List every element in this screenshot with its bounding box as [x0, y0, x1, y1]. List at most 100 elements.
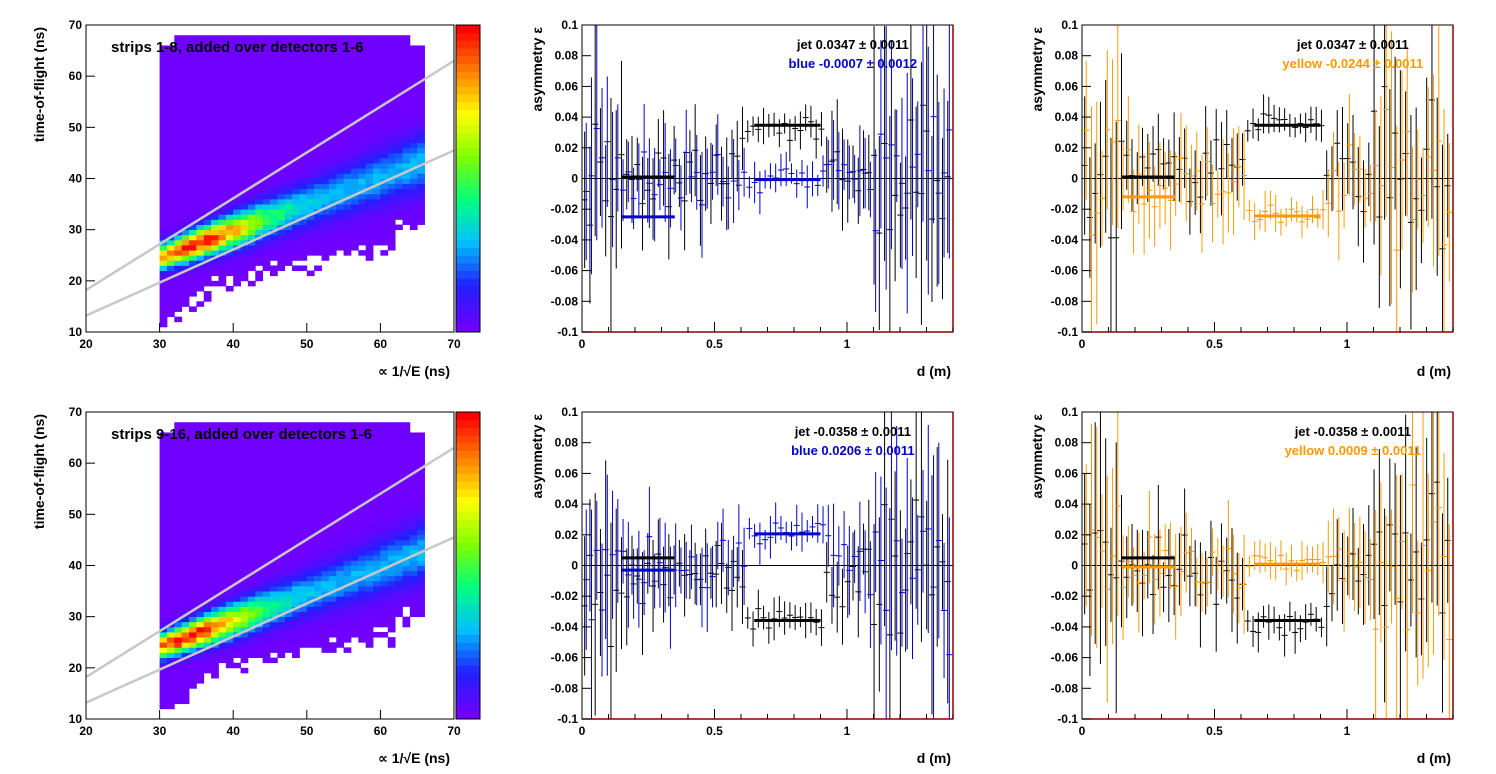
heatmap-cell — [218, 183, 227, 190]
heatmap-cell — [343, 193, 352, 200]
heatmap-cell — [270, 250, 278, 256]
heatmap-cell — [189, 601, 197, 607]
heatmap-cell — [350, 106, 359, 113]
heatmap-cell — [380, 147, 389, 154]
heatmap-cell — [166, 96, 175, 103]
heatmap-cell — [189, 683, 197, 689]
heatmap-cell — [365, 611, 374, 618]
heatmap-cell — [181, 662, 190, 669]
heatmap-cell — [306, 524, 315, 531]
heatmap-cell — [203, 40, 212, 46]
heatmap-cell — [314, 55, 322, 62]
heatmap-cell — [159, 616, 168, 623]
heatmap-cell — [255, 529, 264, 536]
heatmap-cell — [196, 606, 205, 612]
heatmap-cell — [373, 519, 381, 525]
heatmap-cell — [247, 101, 256, 108]
heatmap-cell — [328, 183, 337, 190]
heatmap-cell — [336, 545, 344, 551]
heatmap-cell — [240, 463, 249, 469]
heatmap-cell — [277, 565, 286, 572]
heatmap-cell — [328, 626, 337, 633]
heatmap-cell — [328, 514, 337, 520]
heatmap-cell — [247, 463, 256, 469]
heatmap-cell — [373, 601, 381, 607]
heatmap-cell — [343, 132, 352, 138]
heatmap-cell — [314, 96, 322, 103]
heatmap-cell — [321, 550, 330, 556]
heatmap-cell — [373, 209, 381, 215]
heatmap-cell — [292, 642, 300, 648]
heatmap-cell — [343, 158, 352, 164]
heatmap-cell — [299, 71, 308, 77]
heatmap-cell — [218, 45, 227, 51]
heatmap-cell — [196, 285, 205, 292]
heatmap-cell — [181, 534, 190, 541]
heatmap-cell — [247, 652, 256, 658]
heatmap-cell — [277, 442, 286, 449]
heatmap-cell — [174, 447, 183, 454]
heatmap-cell — [262, 498, 271, 505]
heatmap-cell — [402, 219, 411, 225]
heatmap-cell — [284, 239, 293, 246]
heatmap-cell — [358, 422, 367, 428]
heatmap-cell — [233, 642, 241, 648]
heatmap-cell — [284, 498, 293, 505]
heatmap-cell — [262, 647, 271, 653]
heatmap-cell — [196, 565, 205, 572]
heatmap-cell — [365, 35, 374, 41]
heatmap-cell — [270, 534, 278, 541]
heatmap-cell — [387, 473, 396, 479]
heatmap-cell — [247, 539, 256, 546]
heatmap-cell — [174, 65, 183, 72]
heatmap-cell — [306, 498, 315, 505]
heatmap-cell — [417, 483, 425, 490]
heatmap-cell — [196, 122, 205, 128]
heatmap-cell — [321, 76, 330, 82]
heatmap-cell — [365, 452, 374, 459]
heatmap-cell — [203, 188, 212, 195]
heatmap-cell — [387, 580, 396, 587]
heatmap-cell — [387, 219, 396, 225]
heatmap-cell — [328, 452, 337, 459]
heatmap-cell — [306, 71, 315, 77]
heatmap-cell — [292, 447, 300, 454]
heatmap-cell — [166, 545, 175, 551]
heatmap-cell — [402, 585, 411, 592]
heatmap-cell — [159, 678, 168, 684]
heatmap-cell — [395, 524, 403, 531]
heatmap-cell — [233, 519, 241, 525]
heatmap-cell — [299, 458, 308, 464]
heatmap-cell — [203, 65, 212, 72]
heatmap-cell — [358, 50, 367, 57]
heatmap-cell — [321, 585, 330, 592]
heatmap-cell — [233, 35, 241, 41]
heatmap-cell — [218, 493, 227, 500]
heatmap-cell — [350, 437, 359, 444]
heatmap-cell — [247, 611, 256, 618]
heatmap-cell — [196, 514, 205, 520]
heatmap-cell — [358, 509, 367, 515]
heatmap-cell — [284, 570, 293, 577]
color-bar-step — [456, 25, 480, 34]
heatmap-cell — [240, 224, 249, 231]
heatmap-cell — [336, 519, 344, 525]
color-bar-step — [456, 86, 480, 95]
heatmap-cell — [417, 127, 425, 133]
heatmap-cell — [225, 204, 234, 210]
heatmap-cell — [225, 65, 234, 72]
heatmap-cell — [159, 488, 168, 495]
heatmap-cell — [189, 534, 197, 541]
heatmap-cell — [174, 265, 183, 271]
heatmap-cell — [277, 245, 286, 251]
heatmap-cell — [387, 555, 396, 561]
heatmap-cell — [365, 422, 374, 428]
heatmap-cell — [203, 183, 212, 190]
heatmap-cell — [387, 585, 396, 592]
heatmap-cell — [181, 642, 190, 648]
heatmap-cell — [166, 260, 175, 266]
heatmap-cell — [270, 214, 278, 220]
heatmap-cell — [277, 539, 286, 546]
heatmap-cell — [233, 127, 241, 133]
heatmap-cell — [387, 621, 396, 628]
